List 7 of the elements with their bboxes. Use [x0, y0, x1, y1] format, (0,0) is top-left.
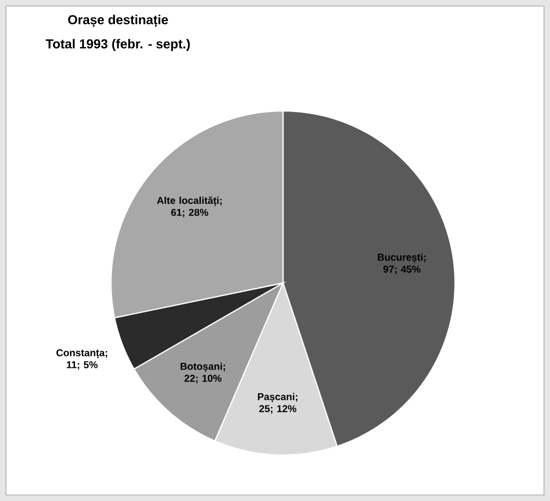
slice-label: București; 97; 45% [378, 253, 426, 274]
chart-title: Orașe destinație [68, 14, 168, 28]
slice-label: Pașcani; 25; 12% [258, 392, 298, 414]
chart-subtitle: Total 1993 (febr. - sept.) [46, 38, 190, 52]
slice-label: Constanța; 11; 5% [56, 349, 108, 370]
slice-label: Alte localități; 61; 28% [156, 196, 222, 218]
slice-label: Botoșani; 22; 10% [180, 362, 225, 384]
